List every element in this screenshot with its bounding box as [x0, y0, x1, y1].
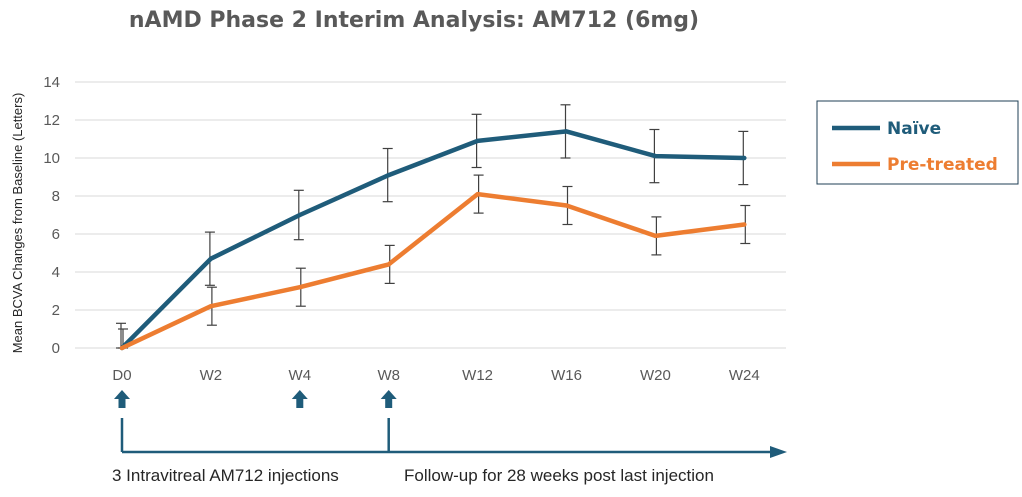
x-tick-label: W16: [551, 367, 582, 384]
y-tick-label: 0: [52, 340, 60, 357]
chart-title: nAMD Phase 2 Interim Analysis: AM712 (6m…: [129, 8, 699, 33]
data-point: [297, 213, 302, 217]
data-point: [297, 285, 302, 290]
legend: Naïve Pre-treated: [816, 100, 1019, 185]
x-tick-label: W12: [462, 367, 493, 384]
y-tick-label: 8: [52, 188, 60, 205]
injection-arrow-icon: [291, 390, 308, 408]
timeline-left-label: 3 Intravitreal AM712 injections: [112, 466, 339, 485]
data-point: [475, 192, 480, 197]
legend-box: [816, 100, 1019, 185]
data-point: [564, 129, 569, 134]
legend-label-naive: Naïve: [887, 119, 941, 139]
y-tick-label: 4: [52, 264, 60, 281]
data-point: [653, 233, 658, 238]
series-line-naive: [119, 129, 747, 351]
gridlines: [75, 81, 786, 349]
y-tick-label: 6: [52, 226, 60, 243]
timeline-right-label: Follow-up for 28 weeks post last injecti…: [404, 466, 714, 485]
series-lines: [119, 129, 747, 351]
injection-arrow-icon: [114, 390, 130, 408]
x-tick-label: W24: [729, 367, 760, 384]
y-tick-label: 2: [52, 302, 60, 319]
data-point: [564, 203, 569, 208]
x-axis-ticks: D0 W2 W4 W8 W12 W16 W20 W24: [112, 367, 759, 384]
series-line-pretreated: [119, 191, 747, 351]
data-point: [653, 154, 658, 159]
x-tick-label: D0: [112, 367, 131, 384]
x-tick-label: W2: [200, 367, 223, 384]
data-point: [120, 346, 124, 350]
data-point: [208, 304, 213, 309]
legend-label-pretreated: Pre-treated: [887, 155, 998, 175]
y-tick-label: 12: [43, 112, 60, 129]
data-point: [742, 156, 747, 160]
data-point: [475, 138, 480, 143]
timeline-arrowhead: [770, 446, 787, 458]
data-point: [386, 262, 391, 267]
x-tick-label: W4: [289, 367, 312, 384]
data-point: [742, 222, 747, 227]
data-point: [386, 173, 391, 178]
data-point: [208, 256, 213, 261]
injection-arrow-icon: [380, 390, 397, 408]
y-tick-label: 10: [43, 150, 60, 167]
y-tick-label: 14: [43, 74, 60, 91]
x-tick-label: W20: [640, 367, 671, 384]
x-tick-label: W8: [377, 367, 400, 384]
injection-arrows: [114, 390, 397, 408]
timeline: 3 Intravitreal AM712 injections Follow-u…: [112, 418, 787, 485]
y-axis-label: Mean BCVA Changes from Baseline (Letters…: [10, 93, 25, 354]
y-axis-ticks: 0 2 4 6 8 10 12 14: [43, 74, 60, 357]
